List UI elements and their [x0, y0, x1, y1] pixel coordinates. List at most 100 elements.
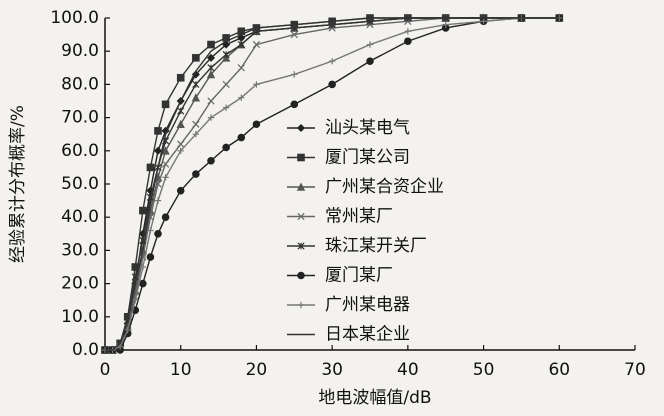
y-tick-label: 40.0	[61, 207, 99, 227]
marker	[237, 133, 246, 142]
marker	[206, 53, 216, 62]
marker	[291, 71, 298, 78]
marker	[192, 131, 200, 138]
x-tick-label: 20	[246, 360, 268, 380]
marker	[162, 174, 169, 181]
x-tick-label: 10	[170, 360, 192, 380]
marker	[146, 253, 155, 261]
y-tick-label: 10.0	[61, 307, 99, 327]
marker	[177, 107, 185, 115]
marker	[207, 114, 215, 121]
marker	[222, 80, 230, 89]
marker	[222, 50, 230, 59]
marker	[191, 93, 201, 102]
marker	[237, 64, 245, 72]
x-tick-label: 0	[100, 360, 111, 380]
x-tick-label: 50	[473, 360, 495, 380]
legend-marker	[297, 242, 305, 250]
marker	[116, 343, 124, 350]
marker	[192, 80, 200, 89]
x-tick-label: 70	[624, 360, 646, 380]
marker	[238, 94, 245, 101]
marker	[290, 100, 299, 109]
marker	[252, 40, 261, 49]
marker	[207, 40, 215, 49]
marker	[207, 156, 215, 165]
marker	[404, 28, 412, 35]
marker	[328, 21, 336, 29]
marker	[132, 297, 139, 304]
marker	[191, 70, 200, 79]
y-tick-label: 90.0	[61, 41, 99, 61]
marker	[192, 54, 200, 62]
legend-label: 珠江某开关厂	[325, 236, 427, 256]
marker	[290, 30, 298, 39]
marker	[253, 81, 260, 88]
marker	[366, 41, 374, 48]
marker	[139, 263, 147, 271]
legend-marker	[296, 123, 306, 133]
marker	[366, 17, 374, 25]
legend-label: 汕头某电气	[325, 118, 410, 138]
legend-marker	[297, 301, 305, 309]
legend-label: 厦门某厂	[325, 266, 393, 286]
marker	[153, 146, 163, 155]
legend-label: 厦门某公司	[325, 148, 410, 168]
marker	[404, 37, 412, 46]
legend-marker	[297, 271, 305, 280]
marker	[328, 80, 336, 89]
legend-label: 广州某合资企业	[325, 177, 444, 197]
marker	[221, 53, 231, 62]
marker	[139, 279, 147, 288]
marker	[290, 24, 298, 32]
x-tick-label: 60	[548, 360, 570, 380]
marker	[161, 213, 170, 222]
marker	[154, 230, 162, 238]
y-tick-label: 100.0	[50, 8, 99, 28]
series-line	[105, 17, 560, 351]
marker	[252, 120, 261, 129]
y-tick-label: 50.0	[61, 174, 99, 194]
marker	[176, 119, 185, 129]
x-tick-label: 30	[321, 360, 343, 380]
marker	[154, 197, 162, 204]
marker	[147, 227, 154, 234]
y-tick-label: 20.0	[61, 274, 99, 294]
marker	[480, 18, 487, 25]
marker	[154, 180, 162, 188]
marker	[207, 64, 215, 72]
y-tick-label: 60.0	[61, 141, 99, 161]
marker	[192, 120, 200, 128]
marker	[222, 143, 230, 152]
y-tick-label: 30.0	[61, 240, 99, 260]
legend-label: 常州某厂	[325, 207, 393, 227]
x-tick-label: 40	[397, 360, 419, 380]
marker	[366, 21, 374, 29]
legend-marker	[296, 182, 306, 191]
x-axis-label: 地电波幅值/dB	[318, 388, 431, 408]
marker	[146, 163, 155, 172]
marker	[176, 186, 185, 195]
marker	[177, 147, 184, 154]
marker	[161, 100, 170, 109]
marker	[161, 160, 170, 168]
marker	[154, 127, 162, 135]
marker	[404, 17, 412, 25]
marker	[237, 40, 245, 49]
marker	[222, 104, 230, 111]
marker	[192, 170, 200, 178]
y-tick-label: 70.0	[61, 108, 99, 128]
y-axis-label: 经验累计分布概率/%	[8, 105, 28, 263]
legend-label: 广州某电器	[325, 295, 410, 315]
marker	[139, 206, 147, 215]
marker	[161, 146, 170, 155]
marker	[124, 326, 131, 334]
marker	[207, 97, 215, 105]
y-tick-label: 80.0	[61, 74, 99, 94]
marker	[176, 73, 185, 82]
marker	[177, 140, 185, 148]
legend-marker	[297, 212, 305, 221]
legend-label: 日本某企业	[325, 325, 410, 345]
